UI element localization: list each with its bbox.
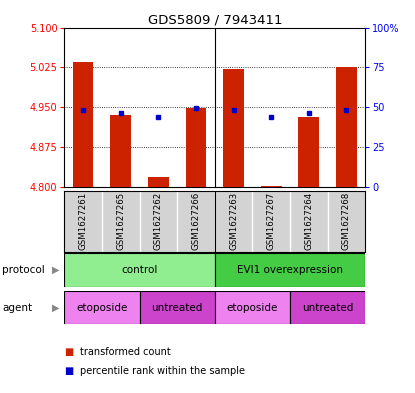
Text: GSM1627262: GSM1627262 <box>154 192 163 250</box>
Text: ▶: ▶ <box>52 303 60 312</box>
Text: untreated: untreated <box>302 303 353 312</box>
Bar <box>64 291 139 324</box>
Text: transformed count: transformed count <box>80 347 171 357</box>
Bar <box>336 67 357 187</box>
Title: GDS5809 / 7943411: GDS5809 / 7943411 <box>147 13 282 26</box>
Text: GSM1627267: GSM1627267 <box>267 192 276 250</box>
Text: ■: ■ <box>64 366 73 376</box>
Text: GSM1627266: GSM1627266 <box>191 192 200 250</box>
Text: etoposide: etoposide <box>227 303 278 312</box>
Text: control: control <box>121 265 158 275</box>
Text: EVI1 overexpression: EVI1 overexpression <box>237 265 343 275</box>
Bar <box>64 253 215 287</box>
Bar <box>215 291 290 324</box>
Bar <box>186 108 206 187</box>
Text: percentile rank within the sample: percentile rank within the sample <box>80 366 245 376</box>
Text: GSM1627265: GSM1627265 <box>116 192 125 250</box>
Bar <box>298 117 319 187</box>
Text: agent: agent <box>2 303 32 312</box>
Bar <box>139 291 215 324</box>
Bar <box>261 185 281 187</box>
Text: GSM1627263: GSM1627263 <box>229 192 238 250</box>
Text: GSM1627264: GSM1627264 <box>304 192 313 250</box>
Bar <box>148 177 168 187</box>
Bar <box>215 253 365 287</box>
Text: ■: ■ <box>64 347 73 357</box>
Bar <box>73 62 93 187</box>
Text: GSM1627268: GSM1627268 <box>342 192 351 250</box>
Text: untreated: untreated <box>151 303 203 312</box>
Text: GSM1627261: GSM1627261 <box>78 192 88 250</box>
Bar <box>290 291 365 324</box>
Bar <box>110 115 131 187</box>
Text: etoposide: etoposide <box>76 303 128 312</box>
Text: ▶: ▶ <box>52 265 60 275</box>
Text: protocol: protocol <box>2 265 45 275</box>
Bar <box>223 69 244 187</box>
